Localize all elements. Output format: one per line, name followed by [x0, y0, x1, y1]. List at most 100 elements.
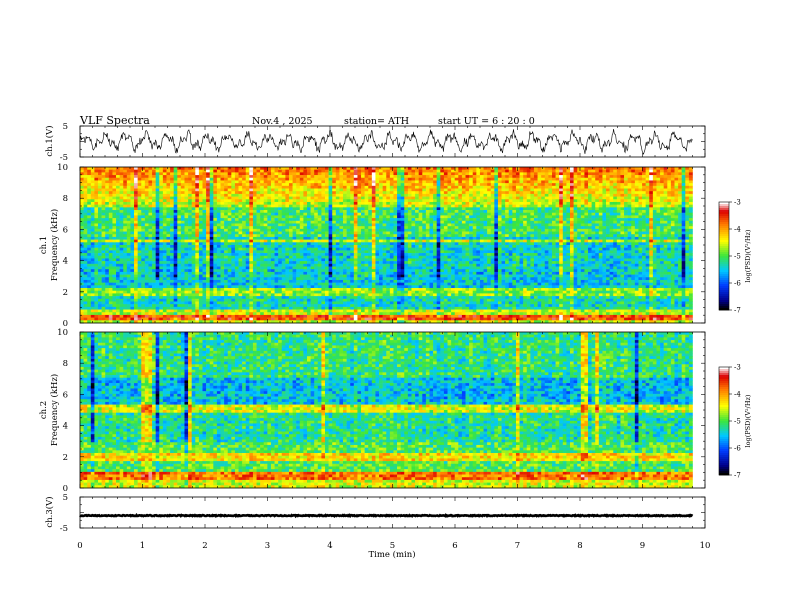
spectrogram-cell	[343, 226, 347, 230]
spectrogram-cell	[357, 236, 362, 240]
spectrogram-cell	[224, 193, 229, 197]
spectrogram-cell	[566, 204, 571, 208]
spectrogram-cell	[87, 196, 92, 200]
spectrogram-cell	[328, 242, 333, 246]
spectrogram-cell	[451, 172, 455, 176]
spectrogram-cell	[433, 185, 437, 189]
spectrogram-cell	[667, 236, 672, 240]
spectrogram-cell	[317, 201, 322, 205]
spectrogram-cell	[443, 183, 448, 187]
spectrogram-cell	[144, 218, 149, 222]
spectrogram-cell	[357, 185, 362, 189]
spectrogram-cell	[353, 191, 358, 195]
spectrogram-cell	[609, 218, 614, 222]
spectrogram-cell	[526, 177, 531, 181]
spectrogram-cell	[256, 239, 261, 243]
spectrogram-cell	[267, 207, 272, 211]
spectrogram-cell	[177, 177, 182, 181]
spectrogram-cell	[310, 193, 315, 197]
spectrogram-cell	[177, 172, 182, 176]
spectrogram-cell	[422, 191, 427, 195]
spectrogram-cell	[483, 180, 488, 184]
spectrogram-cell	[231, 196, 236, 200]
spectrogram-cell	[523, 239, 528, 243]
spectrogram-cell	[598, 226, 603, 230]
spectrogram-cell	[447, 199, 452, 203]
spectrogram-cell	[418, 180, 423, 184]
figure-start-time: start UT = 6 : 20 : 0	[438, 116, 535, 127]
spectrogram-cell	[317, 210, 322, 214]
spectrogram-cell	[123, 226, 128, 230]
spectrogram-cell	[260, 220, 265, 224]
spectrogram-cell	[328, 196, 333, 200]
spectrogram-cell	[314, 172, 319, 176]
spectrogram-cell	[606, 210, 610, 214]
spectrogram-cell	[170, 207, 174, 211]
spectrogram-cell	[479, 188, 484, 192]
spectrogram-cell	[670, 234, 675, 238]
spectrogram-cell	[339, 172, 344, 176]
spectrogram-cell	[90, 196, 95, 200]
spectrogram-cell	[126, 234, 131, 238]
spectrogram-cell	[83, 218, 88, 222]
spectrogram-cell	[483, 199, 488, 203]
spectrogram-cell	[559, 201, 564, 205]
spectrogram-cell	[123, 212, 128, 216]
spectrogram-cell	[523, 177, 528, 181]
spectrogram-cell	[685, 234, 690, 238]
spectrogram-cell	[159, 188, 164, 192]
spectrogram-cell	[613, 218, 618, 222]
spectrogram-cell	[144, 239, 149, 243]
spectrogram-cell	[152, 199, 156, 203]
spectrogram-cell	[198, 199, 203, 203]
spectrogram-cell	[105, 236, 110, 240]
spectrogram-cell	[209, 175, 214, 179]
spectrogram-cell	[598, 228, 603, 232]
spectrogram-cell	[238, 169, 243, 173]
spectrogram-cell	[598, 201, 603, 205]
spectrogram-cell	[288, 196, 293, 200]
spectrogram-cell	[584, 188, 589, 192]
spectrogram-cell	[483, 196, 488, 200]
spectrogram-cell	[112, 193, 117, 197]
spectrogram-cell	[476, 242, 481, 246]
spectrogram-cell	[678, 228, 682, 232]
spectrogram-cell	[451, 223, 455, 227]
spectrogram-cell	[541, 231, 546, 235]
spectrogram-cell	[303, 239, 308, 243]
spectrogram-cell	[674, 207, 679, 211]
spectrogram-cell	[299, 207, 304, 211]
spectrogram-cell	[162, 185, 167, 189]
spectrogram-cell	[577, 169, 582, 173]
spectrogram-cell	[361, 169, 365, 173]
spectrogram-cell	[555, 196, 560, 200]
spectrogram-cell	[570, 193, 574, 197]
spectrogram-cell	[512, 175, 517, 179]
spectrogram-cell	[252, 175, 257, 179]
spectrogram-cell	[670, 220, 675, 224]
spectrogram-cell	[429, 212, 434, 216]
spectrogram-cell	[606, 180, 610, 184]
spectrogram-cell	[325, 196, 329, 200]
spectrogram-cell	[616, 236, 621, 240]
spectrogram-cell	[134, 177, 138, 181]
spectrogram-cell	[249, 172, 254, 176]
spectrogram-cell	[566, 183, 571, 187]
spectrogram-cell	[642, 239, 646, 243]
spectrogram-cell	[634, 223, 639, 227]
spectrogram-cell	[267, 218, 272, 222]
spectrogram-cell	[170, 210, 174, 214]
spectrogram-cell	[371, 177, 376, 181]
spectrogram-cell	[613, 228, 618, 232]
spectrogram-cell	[343, 236, 347, 240]
spectrogram-cell	[631, 177, 636, 181]
spectrogram-cell	[123, 231, 128, 235]
spectrogram-cell	[317, 215, 322, 219]
spectrogram-cell	[397, 172, 401, 176]
spectrogram-cell	[321, 239, 326, 243]
spectrogram-cell	[368, 223, 373, 227]
spectrogram-cell	[379, 199, 383, 203]
spectrogram-cell	[80, 180, 84, 184]
spectrogram-cell	[310, 196, 315, 200]
spectrogram-cell	[170, 245, 174, 248]
